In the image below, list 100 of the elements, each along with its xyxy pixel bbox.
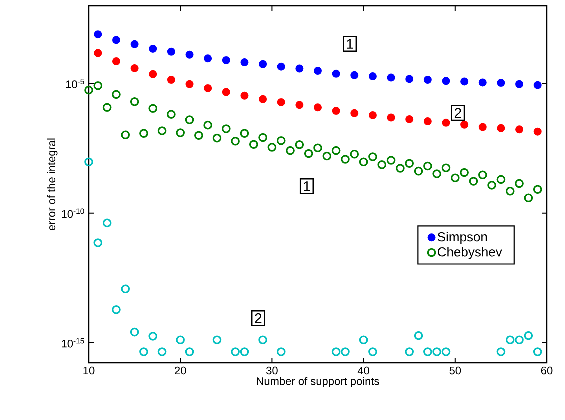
point xyxy=(158,126,167,136)
point xyxy=(386,156,396,165)
point xyxy=(167,76,176,84)
y-tick-label: 10$^{-10}$ xyxy=(62,208,84,218)
point xyxy=(185,116,194,124)
point xyxy=(222,56,230,65)
point xyxy=(276,136,286,146)
point xyxy=(84,86,94,95)
point xyxy=(158,348,167,356)
point xyxy=(314,67,322,76)
legend-label: Chebyshev xyxy=(438,247,502,260)
point xyxy=(478,123,487,132)
point xyxy=(314,144,322,153)
point xyxy=(405,348,414,356)
point xyxy=(516,126,524,134)
point xyxy=(387,114,396,122)
point xyxy=(534,81,542,90)
point xyxy=(368,152,378,162)
point xyxy=(112,306,121,314)
point xyxy=(368,111,377,120)
point xyxy=(396,164,405,173)
point xyxy=(204,120,212,130)
point xyxy=(222,124,231,134)
point xyxy=(258,133,268,142)
point xyxy=(130,98,140,106)
point xyxy=(149,44,158,53)
point xyxy=(460,120,469,129)
point xyxy=(350,109,359,118)
point xyxy=(533,348,542,356)
point xyxy=(496,348,506,356)
point xyxy=(341,348,350,356)
point xyxy=(277,62,286,71)
point xyxy=(186,50,194,59)
point xyxy=(414,166,424,176)
point xyxy=(212,134,222,143)
point xyxy=(176,336,185,344)
point xyxy=(295,140,304,150)
point xyxy=(506,186,515,196)
point xyxy=(469,177,478,186)
point xyxy=(533,185,542,194)
point xyxy=(359,158,368,167)
point xyxy=(368,348,378,356)
point xyxy=(341,155,350,164)
point xyxy=(424,118,432,126)
point xyxy=(259,95,268,104)
point xyxy=(442,77,450,86)
point xyxy=(204,84,212,92)
point xyxy=(478,78,487,87)
point xyxy=(222,88,230,96)
point xyxy=(276,348,286,356)
point xyxy=(424,348,432,356)
point xyxy=(406,115,414,124)
point xyxy=(414,331,424,340)
point xyxy=(112,58,120,66)
annotation: 2 xyxy=(255,314,262,324)
point xyxy=(102,218,112,228)
point xyxy=(231,348,240,356)
y-axis-title: error of the integral xyxy=(47,138,58,231)
point xyxy=(332,348,341,356)
point xyxy=(204,54,212,63)
point xyxy=(332,146,341,156)
point xyxy=(515,179,524,188)
point xyxy=(102,103,112,112)
point xyxy=(424,76,432,84)
point xyxy=(332,107,340,116)
point xyxy=(304,149,314,158)
point xyxy=(112,90,121,100)
point xyxy=(497,79,506,88)
point xyxy=(240,58,249,67)
point xyxy=(148,332,158,341)
point xyxy=(488,181,496,190)
point xyxy=(149,70,158,78)
point xyxy=(378,160,387,170)
point xyxy=(442,118,450,127)
x-tick-label: 60 xyxy=(541,366,553,375)
point xyxy=(460,78,469,86)
point xyxy=(451,174,460,183)
y-tick-label: 10$^{-15}$ xyxy=(62,338,84,348)
point xyxy=(534,128,542,136)
point xyxy=(94,49,102,58)
point xyxy=(185,348,194,356)
point xyxy=(359,336,368,344)
point xyxy=(268,143,277,152)
point xyxy=(516,80,524,88)
point xyxy=(506,336,515,344)
point xyxy=(240,348,250,356)
point xyxy=(130,64,139,72)
point xyxy=(515,336,524,344)
point xyxy=(121,284,130,294)
x-tick-label: 50 xyxy=(450,366,462,375)
point xyxy=(432,170,442,178)
point xyxy=(296,64,304,73)
point xyxy=(322,152,332,161)
point xyxy=(424,162,432,171)
annotation: 1 xyxy=(304,182,310,192)
point xyxy=(524,331,534,340)
point xyxy=(186,80,194,88)
point xyxy=(94,81,103,90)
x-axis-title: Number of support points xyxy=(257,377,380,388)
point xyxy=(130,40,139,48)
